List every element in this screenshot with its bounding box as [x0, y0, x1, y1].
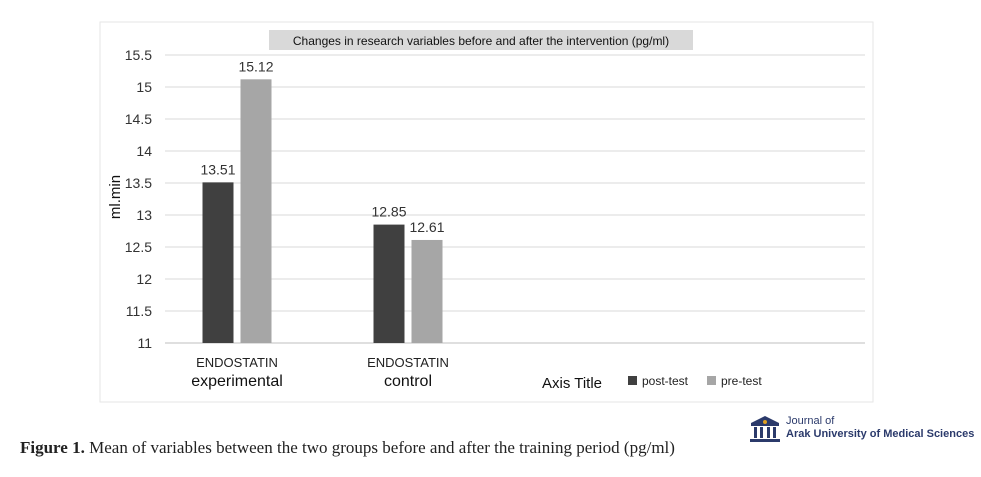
legend-label-pre-test: pre-test: [721, 374, 762, 388]
figure-caption-text: Mean of variables between the two groups…: [84, 438, 675, 457]
y-axis-ticks: 11 11.5 12 12.5 13 13.5 14 14.5 15 15.5: [125, 47, 152, 351]
bar-pre-test: [240, 79, 272, 343]
category-label-line2: control: [384, 373, 432, 390]
legend-swatch-post-test: [628, 376, 637, 385]
legend-swatch-pre-test: [707, 376, 716, 385]
y-tick-label: 15.5: [125, 47, 152, 63]
journal-emblem-icon: [750, 416, 780, 442]
category-label-line1: ENDOSTATIN: [367, 355, 449, 370]
y-tick-label: 13: [136, 207, 152, 223]
data-label: 13.51: [200, 161, 235, 177]
legend-label-post-test: post-test: [642, 374, 689, 388]
figure-caption: Figure 1. Mean of variables between the …: [20, 438, 675, 458]
bar-post-test: [373, 224, 405, 343]
legend: post-test pre-test: [628, 374, 762, 388]
figure-caption-label: Figure 1.: [20, 438, 85, 457]
y-tick-label: 15: [136, 79, 152, 95]
x-axis-label: Axis Title: [542, 375, 602, 392]
bar-post-test: [202, 182, 234, 343]
category-labels: ENDOSTATIN experimental ENDOSTATIN control: [191, 355, 449, 390]
y-tick-label: 11: [137, 335, 152, 351]
bars: [202, 79, 443, 343]
chart-title: Changes in research variables before and…: [293, 34, 669, 48]
gridlines: [165, 54, 865, 344]
y-tick-label: 12.5: [125, 239, 152, 255]
category-label-line1: ENDOSTATIN: [196, 355, 278, 370]
journal-name-line2: Arak University of Medical Sciences: [786, 428, 975, 440]
bar-pre-test: [411, 239, 443, 343]
y-tick-label: 12: [136, 271, 152, 287]
journal-name-line1: Journal of: [786, 415, 835, 427]
data-label: 15.12: [238, 58, 273, 74]
journal-logo: Journal of Arak University of Medical Sc…: [748, 412, 975, 446]
data-label: 12.85: [371, 204, 406, 220]
y-tick-label: 14.5: [125, 111, 152, 127]
chart-title-background: [269, 30, 693, 50]
y-tick-label: 13.5: [125, 175, 152, 191]
y-tick-label: 14: [136, 143, 152, 159]
category-label-line2: experimental: [191, 373, 283, 390]
y-tick-label: 11.5: [126, 303, 152, 319]
y-axis-label: ml.min: [107, 175, 124, 219]
data-label: 12.61: [409, 219, 444, 235]
